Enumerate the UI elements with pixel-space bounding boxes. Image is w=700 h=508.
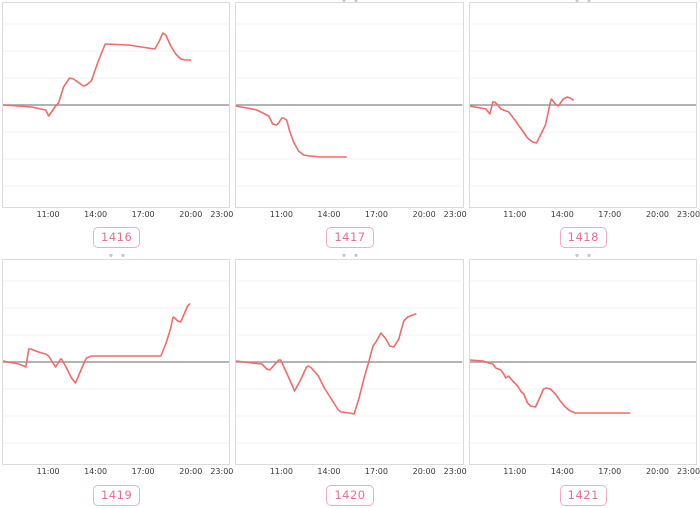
x-tick-label: 14:00	[84, 210, 108, 219]
x-axis-ticks: 11:00 14:00 17:00 20:00 23:00	[2, 466, 234, 478]
badge-row: 1419	[0, 485, 233, 506]
chart-id-badge[interactable]: 1420	[326, 485, 374, 506]
x-tick-label: 14:00	[550, 210, 574, 219]
chart-svg	[236, 3, 462, 207]
x-tick-label: 20:00	[645, 210, 669, 219]
data-line	[3, 33, 191, 116]
badge-row: 1420	[233, 485, 466, 506]
x-tick-label: 23:00	[677, 210, 700, 219]
chart-cell: 11:00 14:00 17:00 20:00 23:00 1418	[467, 0, 700, 252]
line-chart	[2, 2, 231, 208]
x-tick-label: 11:00	[36, 210, 60, 219]
x-tick-label: 23:00	[443, 210, 467, 219]
x-tick-label: 20:00	[412, 210, 436, 219]
x-axis-ticks: 11:00 14:00 17:00 20:00 23:00	[235, 209, 467, 221]
x-tick-label: 11:00	[503, 467, 527, 476]
badge-row: 1421	[467, 485, 700, 506]
data-line	[470, 360, 630, 413]
chart-id-badge[interactable]: 1421	[559, 485, 607, 506]
data-line	[3, 304, 190, 383]
x-tick-label: 23:00	[443, 467, 467, 476]
chart-svg	[3, 260, 229, 464]
line-chart	[468, 259, 697, 465]
data-line	[236, 314, 416, 414]
clipped-title-fragment	[109, 254, 125, 257]
clipped-title-fragment	[342, 0, 358, 2]
chart-svg	[236, 260, 462, 464]
x-tick-label: 20:00	[412, 467, 436, 476]
x-tick-label: 17:00	[598, 467, 622, 476]
chart-svg	[470, 3, 696, 207]
x-tick-label: 20:00	[645, 467, 669, 476]
x-tick-label: 11:00	[269, 467, 293, 476]
x-tick-label: 17:00	[364, 210, 388, 219]
chart-svg	[470, 260, 696, 464]
line-chart	[2, 259, 231, 465]
x-tick-label: 23:00	[677, 467, 700, 476]
clipped-title-fragment	[575, 254, 591, 257]
x-tick-label: 11:00	[269, 210, 293, 219]
x-tick-label: 17:00	[131, 467, 155, 476]
chart-id-badge[interactable]: 1419	[93, 485, 141, 506]
x-tick-label: 14:00	[84, 467, 108, 476]
x-tick-label: 14:00	[550, 467, 574, 476]
x-tick-label: 11:00	[503, 210, 527, 219]
chart-cell: 11:00 14:00 17:00 20:00 23:00 1421	[467, 252, 700, 508]
badge-row: 1417	[233, 227, 466, 248]
x-tick-label: 17:00	[364, 467, 388, 476]
x-tick-label: 20:00	[179, 210, 203, 219]
data-line	[470, 97, 573, 143]
x-tick-label: 14:00	[317, 210, 341, 219]
chart-svg	[3, 3, 229, 207]
x-tick-label: 14:00	[317, 467, 341, 476]
badge-row: 1418	[467, 227, 700, 248]
chart-id-badge[interactable]: 1416	[93, 227, 141, 248]
x-axis-ticks: 11:00 14:00 17:00 20:00 23:00	[235, 466, 467, 478]
x-tick-label: 23:00	[210, 210, 234, 219]
x-axis-ticks: 11:00 14:00 17:00 20:00 23:00	[469, 209, 700, 221]
line-chart	[235, 2, 464, 208]
line-chart	[468, 2, 697, 208]
x-tick-label: 11:00	[36, 467, 60, 476]
chart-cell: 11:00 14:00 17:00 20:00 23:00 1416	[0, 0, 233, 252]
chart-cell: 11:00 14:00 17:00 20:00 23:00 1419	[0, 252, 233, 508]
data-line	[236, 106, 346, 157]
x-tick-label: 23:00	[210, 467, 234, 476]
chart-cell: 11:00 14:00 17:00 20:00 23:00 1420	[233, 252, 467, 508]
x-tick-label: 20:00	[179, 467, 203, 476]
clipped-title-fragment	[342, 254, 358, 257]
chart-cell: 11:00 14:00 17:00 20:00 23:00 1417	[233, 0, 467, 252]
line-chart	[235, 259, 464, 465]
chart-id-badge[interactable]: 1417	[326, 227, 374, 248]
badge-row: 1416	[0, 227, 233, 248]
x-tick-label: 17:00	[131, 210, 155, 219]
chart-id-badge[interactable]: 1418	[559, 227, 607, 248]
x-axis-ticks: 11:00 14:00 17:00 20:00 23:00	[469, 466, 700, 478]
x-tick-label: 17:00	[598, 210, 622, 219]
x-axis-ticks: 11:00 14:00 17:00 20:00 23:00	[2, 209, 234, 221]
clipped-title-fragment	[575, 0, 591, 2]
